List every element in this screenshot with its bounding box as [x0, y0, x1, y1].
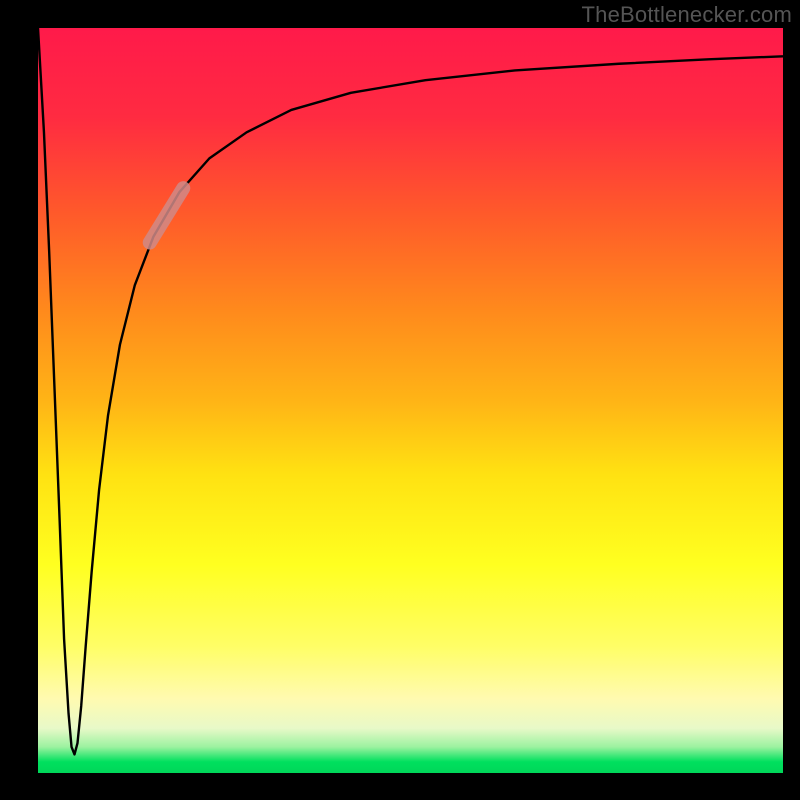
- plot-background: [38, 28, 783, 773]
- watermark-text: TheBottlenecker.com: [582, 2, 792, 28]
- bottleneck-chart: [0, 0, 800, 800]
- chart-frame: TheBottlenecker.com: [0, 0, 800, 800]
